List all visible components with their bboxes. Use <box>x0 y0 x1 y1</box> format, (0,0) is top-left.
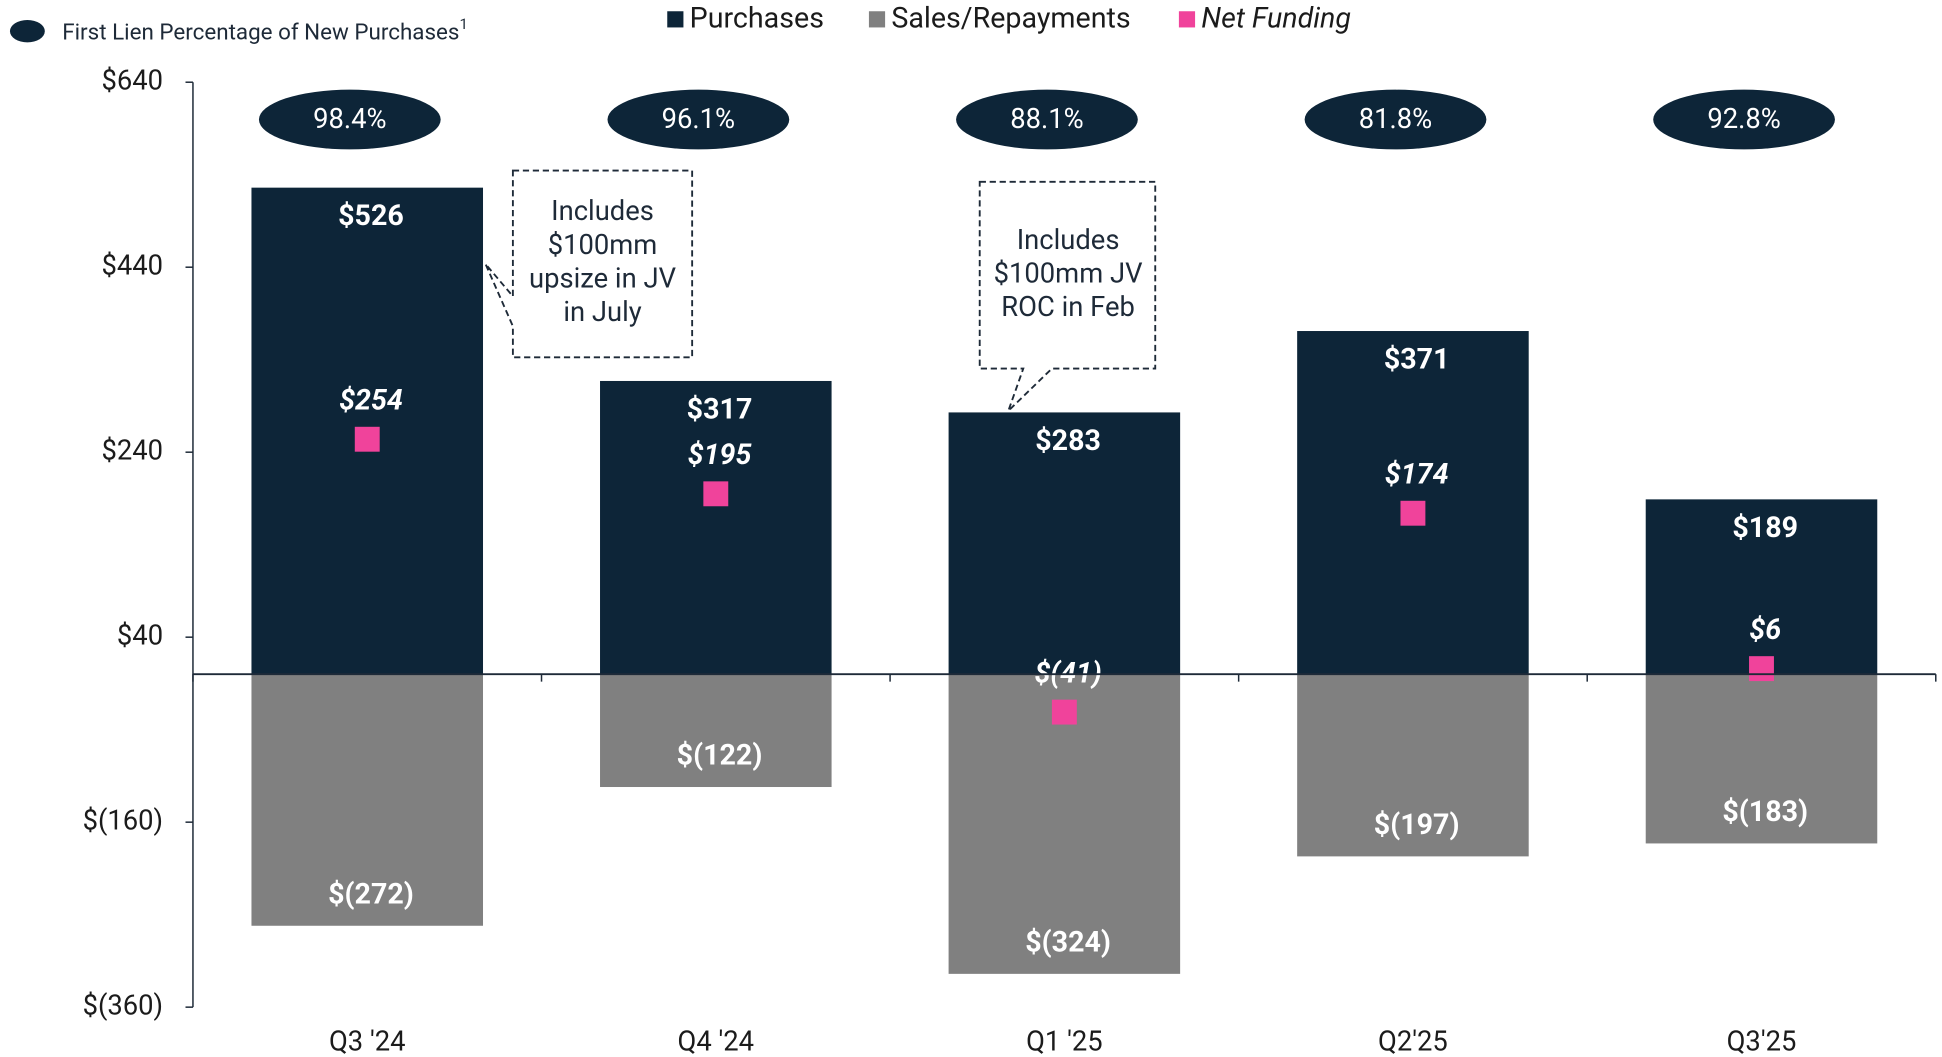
data-label: $(183) <box>1722 794 1808 828</box>
legend-label: Net Funding <box>1201 1 1351 35</box>
legend-label: Purchases <box>690 1 824 35</box>
annotation: Includes <box>551 195 654 227</box>
data-label: $526 <box>338 198 404 232</box>
data-label: $174 <box>1385 456 1449 490</box>
net-funding-marker <box>1400 500 1426 526</box>
first-lien-badge <box>1653 89 1835 150</box>
data-label: $254 <box>339 382 403 416</box>
data-label: $6 <box>1749 612 1781 646</box>
footnote: 1 <box>459 15 467 33</box>
annotation: in July <box>563 296 641 328</box>
net-funding-marker <box>703 481 729 507</box>
x-tick-label: Q4 '24 <box>678 1025 755 1057</box>
first-lien-label: 98.4% <box>313 103 386 135</box>
data-label: $(122) <box>677 738 763 772</box>
y-tick-label: $(360) <box>83 989 163 1021</box>
first-lien-label: 81.8% <box>1359 103 1432 135</box>
bar <box>600 674 832 788</box>
net-funding-marker <box>354 426 380 452</box>
data-label: $189 <box>1732 510 1798 544</box>
data-label: $(272) <box>328 876 414 910</box>
x-tick-label: Q2'25 <box>1378 1025 1448 1057</box>
data-label: $195 <box>688 437 753 471</box>
annotation: ROC in Feb <box>1001 291 1135 323</box>
callout-box <box>978 180 1157 412</box>
y-tick-label: $240 <box>102 434 164 466</box>
data-label: $(41) <box>1034 655 1101 689</box>
first-lien-badge <box>1304 89 1487 150</box>
bar <box>600 380 832 675</box>
net-funding-marker <box>1051 699 1077 725</box>
first-lien-label: 88.1% <box>1010 103 1083 135</box>
legend-label: Sales/Repayments <box>891 1 1130 35</box>
bar <box>948 412 1181 675</box>
first-lien-label: 96.1% <box>662 103 735 135</box>
legend-swatch <box>9 19 45 43</box>
legend-label: First Lien Percentage of New Purchases1 <box>62 15 468 46</box>
first-lien-badge <box>258 89 441 150</box>
annotation: upsize in JV <box>529 262 677 294</box>
annotation: $100mm JV <box>994 257 1143 289</box>
net-funding-marker <box>1749 656 1774 682</box>
y-tick-label: $440 <box>102 249 164 281</box>
data-label: $371 <box>1384 341 1450 375</box>
legend-swatch <box>667 11 684 28</box>
bar <box>251 674 484 926</box>
legend-swatch <box>868 11 886 28</box>
data-label: $317 <box>687 391 753 425</box>
legend-text: First Lien Percentage of New Purchases <box>62 20 459 46</box>
bar <box>1297 674 1529 857</box>
first-lien-label: 92.8% <box>1707 103 1780 135</box>
y-tick-label: $40 <box>117 619 163 651</box>
x-tick-label: Q1 '25 <box>1026 1025 1103 1057</box>
annotation: Includes <box>1017 224 1120 256</box>
bar <box>1645 499 1878 675</box>
bar <box>1645 674 1878 844</box>
legend-swatch <box>1178 11 1196 28</box>
y-tick-label: $640 <box>102 64 164 96</box>
data-label: $(197) <box>1374 807 1460 841</box>
annotation: $100mm <box>548 229 658 261</box>
y-tick-label: $(160) <box>83 804 163 836</box>
x-tick-label: Q3'25 <box>1727 1025 1797 1057</box>
callout-box <box>484 169 694 359</box>
x-tick-label: Q3 '24 <box>329 1025 406 1057</box>
first-lien-badge <box>607 89 790 150</box>
first-lien-badge <box>956 89 1138 150</box>
data-label: $283 <box>1035 423 1101 457</box>
data-label: $(324) <box>1025 925 1111 959</box>
